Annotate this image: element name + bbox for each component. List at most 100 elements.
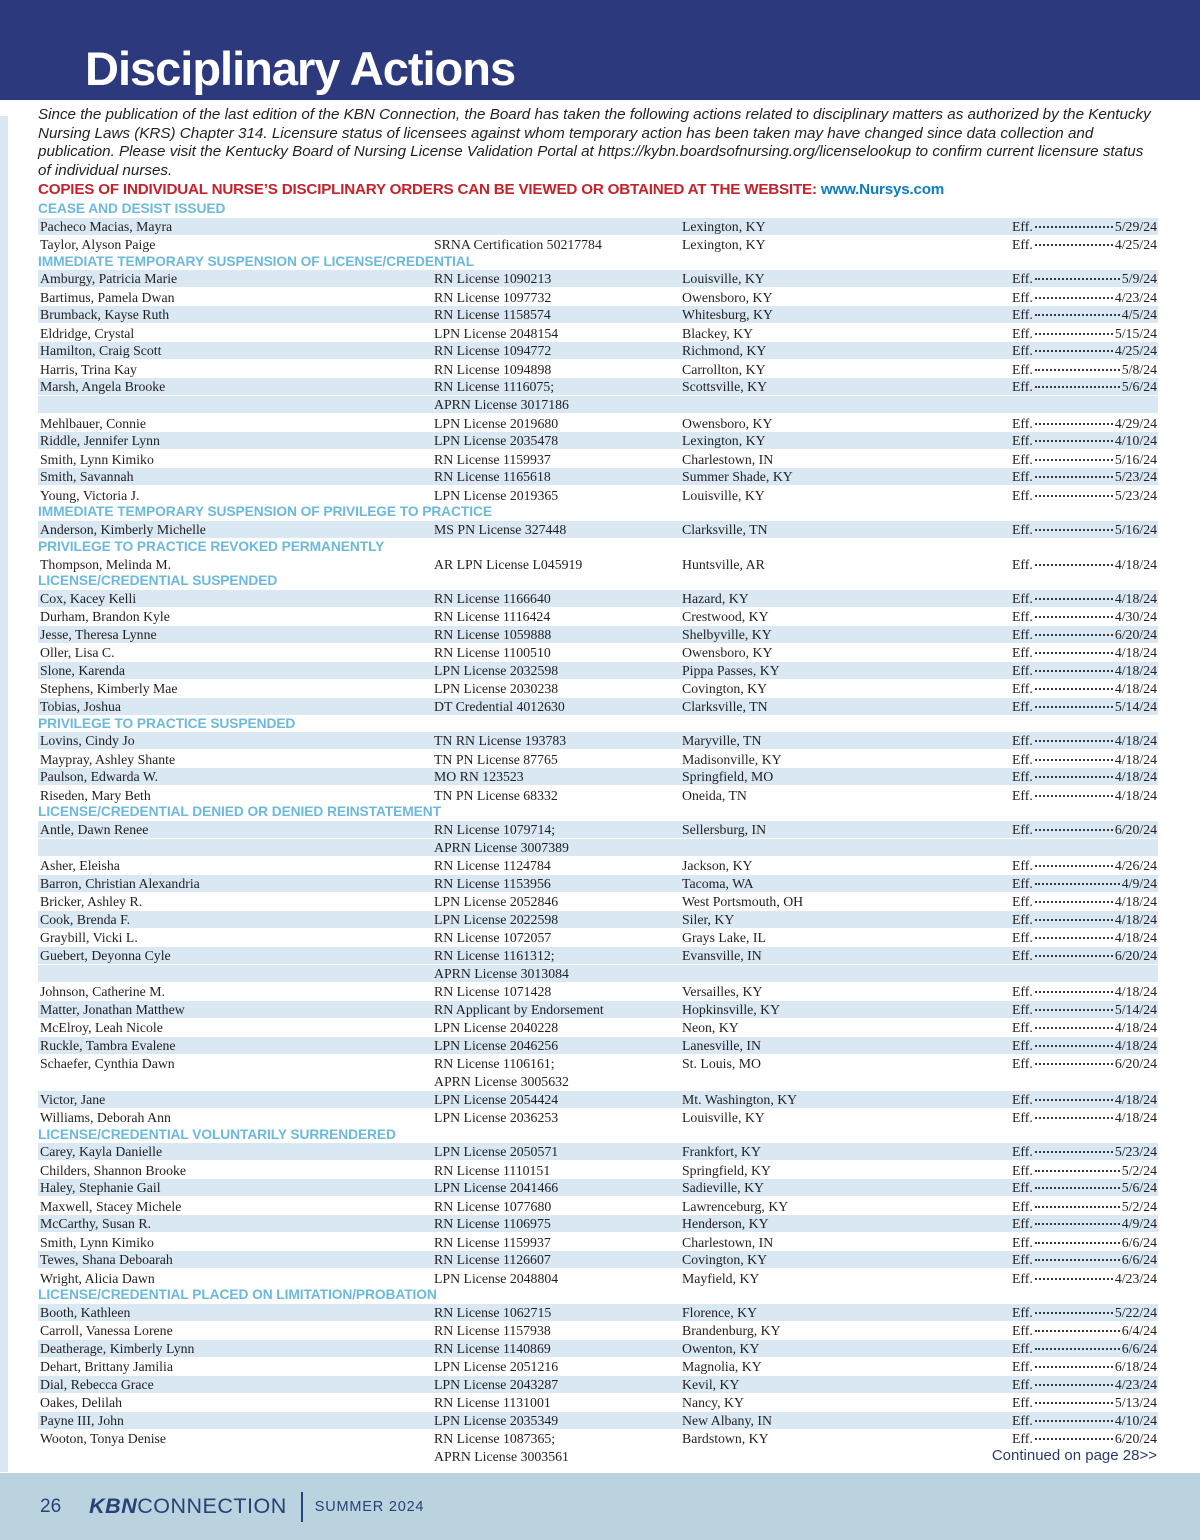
effective-date: 4/18/24 — [1114, 1037, 1157, 1053]
brand-connection: CONNECTION — [137, 1494, 287, 1518]
row-name: Deatherage, Kimberly Lynn — [40, 1340, 195, 1356]
effective-date: 4/18/24 — [1114, 733, 1157, 749]
effective-date: 5/16/24 — [1114, 521, 1157, 537]
row-name: Dial, Rebecca Grace — [40, 1376, 154, 1392]
row-effective: Eff. 4/18/24 — [1010, 893, 1158, 910]
table-row: McCarthy, Susan R. RN License 1106975 Hend… — [38, 1215, 1158, 1234]
row-name: Oakes, Delilah — [40, 1395, 122, 1411]
row-city: Mayfield, KY — [682, 1270, 760, 1286]
row-license: TN RN License 193783 — [434, 733, 567, 749]
effective-label: Eff. — [1012, 1376, 1033, 1392]
row-effective: Eff. 5/14/24 — [1010, 698, 1158, 715]
table-row: Slone, Karenda LPN License 2032598 Pippa P… — [38, 661, 1158, 680]
row-effective: Eff. 5/23/24 — [1010, 1143, 1158, 1160]
table-row: Marsh, Angela Brooke RN License 1116075; S… — [38, 378, 1158, 397]
effective-label: Eff. — [1012, 289, 1033, 305]
row-license: LPN License 2054424 — [434, 1091, 559, 1107]
row-name: Antle, Dawn Renee — [40, 821, 149, 837]
nursys-link[interactable]: www.Nursys.com — [820, 181, 945, 199]
table-row: Eldridge, Crystal LPN License 2048154 Blac… — [38, 324, 1158, 342]
row-name: Smith, Lynn Kimiko — [40, 451, 154, 467]
row-license: RN Applicant by Endorsement — [434, 1001, 604, 1017]
row-effective: Eff. 4/18/24 — [1010, 929, 1158, 946]
effective-date: 4/18/24 — [1114, 556, 1157, 572]
row-name: Dehart, Brittany Jamilia — [40, 1359, 173, 1375]
row-effective: Eff. 5/6/24 — [1010, 1179, 1158, 1196]
effective-label: Eff. — [1012, 1304, 1033, 1320]
row-city: Louisville, KY — [682, 271, 765, 287]
row-city: Maryville, TN — [682, 733, 762, 749]
orders-notice: COPIES OF INDIVIDUAL NURSE’S DISCIPLINAR… — [38, 181, 1158, 199]
effective-label: Eff. — [1012, 415, 1033, 431]
row-name: Childers, Shannon Brooke — [40, 1162, 187, 1178]
effective-label: Eff. — [1012, 271, 1033, 287]
row-name: Young, Victoria J. — [40, 487, 140, 503]
row-license: MS PN License 327448 — [434, 521, 567, 537]
row-city: Scottsville, KY — [682, 379, 768, 395]
row-effective: Eff. 4/18/24 — [1010, 732, 1158, 749]
effective-date: 5/29/24 — [1114, 218, 1157, 234]
dot-leader — [1034, 1169, 1120, 1172]
table-row: Tewes, Shana Deboarah RN License 1126607 C… — [38, 1251, 1158, 1270]
dot-leader — [1034, 314, 1120, 317]
row-city: St. Louis, MO — [682, 1056, 761, 1072]
section-heading: IMMEDIATE TEMPORARY SUSPENSION OF LICENS… — [38, 253, 475, 269]
table-row: Dehart, Brittany Jamilia LPN License 2051… — [38, 1358, 1158, 1376]
row-license: RN License 1059888 — [434, 626, 552, 642]
row-effective: Eff. 5/23/24 — [1010, 487, 1158, 504]
table-row: Cook, Brenda F. LPN License 2022598 Siler,… — [38, 910, 1158, 929]
effective-date: 4/18/24 — [1114, 1091, 1157, 1107]
row-license: LPN License 2051216 — [434, 1359, 559, 1375]
table-row: Graybill, Vicki L. RN License 1072057 Gray… — [38, 929, 1158, 947]
row-name: Harris, Trina Kay — [40, 361, 137, 377]
effective-label: Eff. — [1012, 1270, 1033, 1286]
dot-leader — [1034, 918, 1113, 921]
dot-leader — [1034, 1098, 1113, 1101]
effective-date: 5/16/24 — [1114, 451, 1157, 467]
table-row: Paulson, Edwarda W. MO RN 123523 Springfie… — [38, 768, 1158, 787]
row-city: Florence, KY — [682, 1304, 758, 1320]
dot-leader — [1034, 1223, 1120, 1226]
section-heading: LICENSE/CREDENTIAL DENIED OR DENIED REIN… — [38, 804, 441, 820]
intro-paragraph: Since the publication of the last editio… — [38, 106, 1151, 179]
effective-label: Eff. — [1012, 521, 1033, 537]
effective-date: 5/23/24 — [1114, 487, 1157, 503]
effective-label: Eff. — [1012, 787, 1033, 803]
row-effective: Eff. 4/23/24 — [1010, 1376, 1158, 1393]
dot-leader — [1034, 991, 1113, 994]
row-effective: Eff. 6/20/24 — [1010, 626, 1158, 643]
dot-leader — [1034, 1311, 1113, 1314]
row-license: RN License 1116424 — [434, 609, 551, 625]
row-license: LPN License 2035349 — [434, 1412, 559, 1428]
effective-date: 4/18/24 — [1114, 590, 1157, 606]
dot-leader — [1034, 563, 1113, 566]
page-title: Disciplinary Actions — [85, 42, 516, 95]
table-row: Barron, Christian Alexandria RN License 1… — [38, 874, 1158, 893]
table-row: McElroy, Leah Nicole LPN License 2040228 N… — [38, 1019, 1158, 1037]
row-city: Covington, KY — [682, 1252, 768, 1268]
row-city: Versailles, KY — [682, 984, 763, 1000]
effective-label: Eff. — [1012, 1216, 1033, 1232]
page-footer: 26 KBNCONNECTION SUMMER 2024 — [0, 1473, 1200, 1540]
effective-label: Eff. — [1012, 911, 1033, 927]
row-name: Mehlbauer, Connie — [40, 415, 146, 431]
row-city: Grays Lake, IL — [682, 930, 766, 946]
effective-label: Eff. — [1012, 1001, 1033, 1017]
row-name: Payne III, John — [40, 1412, 124, 1428]
row-name: Johnson, Catherine M. — [40, 984, 165, 1000]
row-name: Wright, Alicia Dawn — [40, 1270, 155, 1286]
row-city: Carrollton, KY — [682, 361, 766, 377]
row-license: LPN License 2043287 — [434, 1376, 559, 1392]
effective-date: 5/15/24 — [1114, 325, 1157, 341]
row-effective: Eff. 5/8/24 — [1010, 361, 1158, 378]
dot-leader — [1034, 1277, 1113, 1280]
section-heading: IMMEDIATE TEMPORARY SUSPENSION OF PRIVIL… — [38, 504, 492, 520]
row-name: Oller, Lisa C. — [40, 645, 115, 661]
table-row: Bartimus, Pamela Dwan RN License 1097732 O… — [38, 288, 1158, 306]
effective-date: 5/6/24 — [1121, 1180, 1157, 1196]
row-city: Siler, KY — [682, 911, 735, 927]
effective-date: 5/22/24 — [1114, 1304, 1157, 1320]
dot-leader — [1034, 422, 1113, 425]
table-row: APRN License 3013084 — [38, 964, 1158, 983]
effective-label: Eff. — [1012, 307, 1033, 323]
